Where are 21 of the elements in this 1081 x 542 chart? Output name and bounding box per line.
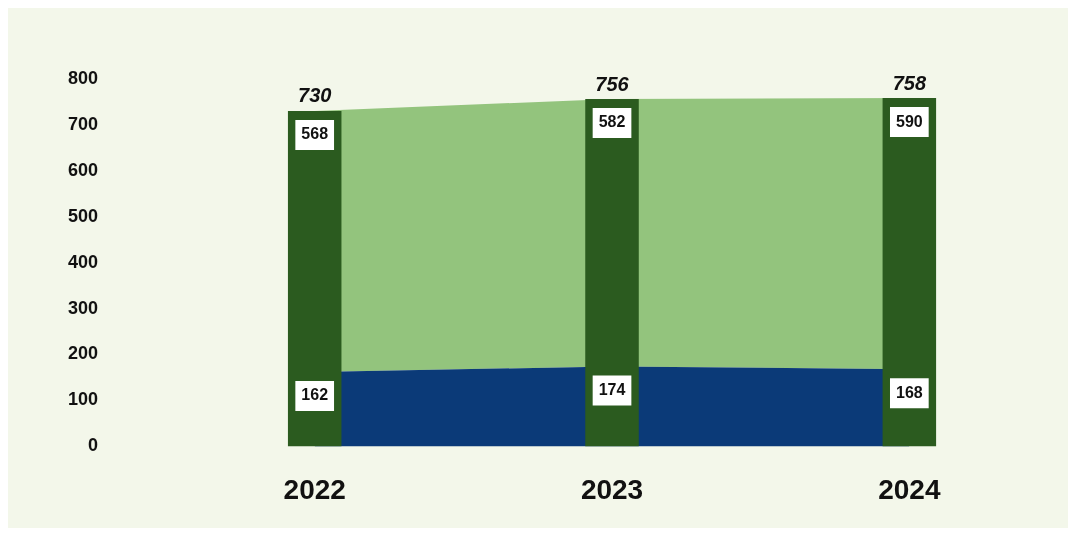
y-tick-label: 800	[67, 67, 99, 88]
data-label: 590	[895, 112, 923, 130]
y-tick-label: 400	[67, 251, 99, 272]
data-label: 582	[598, 113, 626, 131]
y-tick-label: 300	[67, 297, 99, 318]
x-tick-label: 2022	[283, 473, 346, 505]
x-tick-label: 2023	[580, 473, 644, 505]
y-tick-label: 700	[67, 113, 99, 134]
data-label: 568	[301, 125, 329, 143]
data-label: 756	[595, 72, 630, 95]
data-label: 730	[298, 84, 332, 107]
y-tick-label: 200	[67, 343, 99, 364]
y-tick-label: 100	[67, 389, 99, 410]
y-tick-label: 0	[88, 435, 99, 456]
data-label: 758	[892, 71, 927, 94]
data-label: 162	[301, 386, 329, 404]
x-tick-label: 2024	[878, 473, 941, 505]
data-label: 174	[598, 380, 626, 398]
data-label: 168	[895, 383, 923, 401]
y-tick-label: 500	[67, 205, 99, 226]
y-tick-label: 600	[67, 159, 99, 180]
